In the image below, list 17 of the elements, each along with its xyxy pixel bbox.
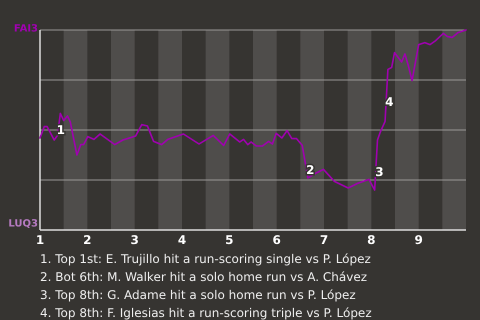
x-tick-label: 5: [225, 233, 234, 247]
x-tick-label: 8: [367, 233, 376, 247]
text: 1. Top 1st: E. Trujillo hit a run-scoring single vs P. López: [40, 252, 371, 266]
text: 2. Bot 6th: M. Walker hit a solo home run vs A. Chávez: [40, 270, 367, 284]
annotation: 3: [375, 165, 384, 179]
x-tick-label: 1: [36, 233, 44, 247]
text: 4. Top 8th: F. Iglesias hit a run-scoring triple vs P. López: [40, 306, 372, 320]
text: 3. Top 8th: G. Adame hit a solo home run vs P. López: [40, 288, 356, 302]
x-tick-label: 6: [272, 233, 281, 247]
x-tick-label: 3: [130, 233, 139, 247]
x-tick-label: 4: [178, 233, 186, 247]
annotation: 2: [306, 163, 314, 177]
text: FAI3: [14, 24, 38, 34]
x-tick-label: 7: [320, 233, 328, 247]
x-tick-label: 9: [414, 233, 423, 247]
text: LUQ3: [8, 218, 38, 230]
x-tick-label: 2: [83, 233, 92, 247]
